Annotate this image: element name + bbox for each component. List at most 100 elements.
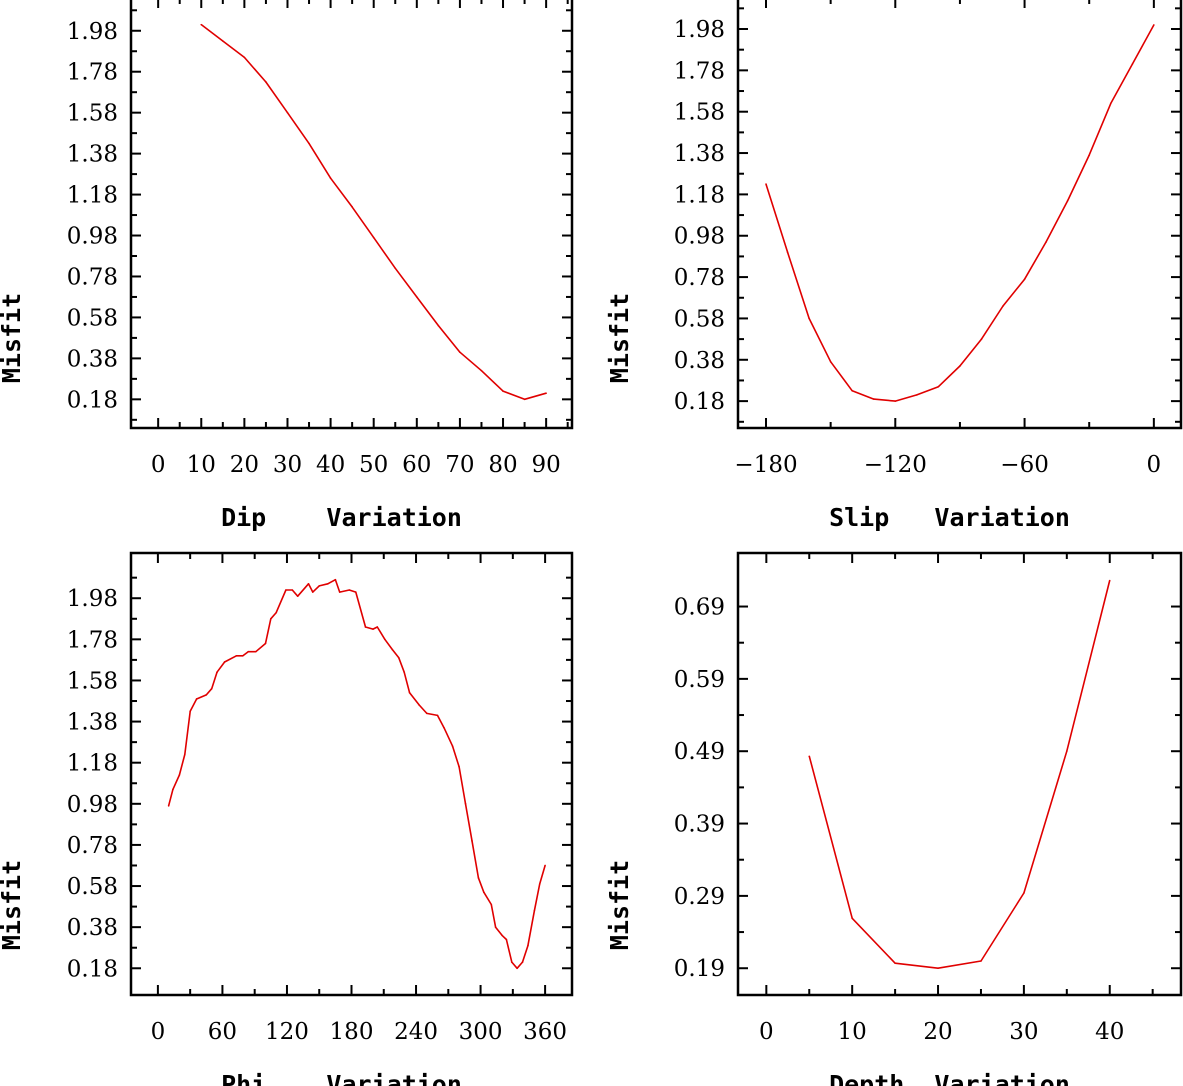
plot-frame — [736, 0, 1183, 430]
y-axis-label: Misfit — [0, 293, 26, 383]
x-tick-label: −120 — [864, 452, 927, 478]
data-point — [894, 962, 896, 964]
misfit-series-line — [167, 578, 546, 970]
y-tick-label: 1.18 — [67, 751, 118, 777]
data-point — [894, 400, 897, 402]
data-point — [318, 585, 321, 587]
data-point — [1131, 63, 1134, 65]
data-point — [364, 626, 367, 628]
data-point — [338, 591, 341, 593]
y-tick-label: 0.78 — [67, 264, 118, 290]
data-point — [247, 650, 250, 653]
x-tick-label: 90 — [531, 452, 560, 478]
misfit-series-line — [200, 23, 547, 401]
data-point — [327, 583, 329, 585]
data-point — [235, 654, 238, 657]
y-tick-label: 0.58 — [67, 305, 118, 331]
data-point — [416, 296, 418, 298]
y-tick-label: 0.38 — [67, 915, 118, 941]
y-tick-label: 1.58 — [67, 668, 118, 694]
data-point — [372, 236, 375, 239]
data-point — [398, 657, 400, 659]
data-point — [275, 611, 278, 614]
misfit-series-line — [808, 580, 1111, 970]
y-tick-label: 1.98 — [67, 586, 118, 612]
x-tick-label: 300 — [459, 1019, 503, 1045]
data-point — [348, 589, 351, 591]
data-point — [376, 626, 379, 628]
data-point — [480, 369, 483, 372]
data-point — [334, 578, 337, 581]
y-tick-label: 0.39 — [674, 812, 725, 838]
x-tick-label: 20 — [923, 1019, 952, 1045]
data-point — [384, 638, 386, 641]
x-tick-label: 0 — [151, 452, 166, 478]
data-point — [210, 687, 213, 690]
y-tick-label: 0.29 — [674, 884, 725, 910]
y-tick-label: 0.69 — [674, 595, 725, 621]
data-point — [808, 755, 811, 758]
y-tick-label: 1.98 — [67, 19, 118, 45]
x-tick-label: 0 — [1147, 452, 1162, 478]
chart-panel-depth: 0 10 20 30 40 0.19 0.29 0.39 0.49 0.59 0.69 Depth V… — [605, 551, 1183, 1086]
y-tick-label: 0.38 — [674, 348, 725, 374]
data-point — [464, 803, 467, 805]
data-point — [183, 753, 186, 756]
misfit-series-line — [765, 24, 1155, 402]
y-tick-label: 0.98 — [67, 224, 118, 250]
x-tick-label: 0 — [151, 1019, 166, 1045]
data-point — [980, 960, 982, 962]
y-axis-label: Misfit — [605, 860, 634, 950]
data-point — [1088, 154, 1091, 156]
data-point — [205, 694, 208, 696]
y-tick-label: 1.18 — [67, 183, 118, 209]
data-point — [471, 840, 473, 842]
data-point — [391, 648, 394, 651]
y-tick-label: 0.38 — [67, 346, 118, 372]
y-axis-label: Misfit — [0, 860, 26, 950]
y-tick-label: 1.78 — [67, 60, 118, 86]
data-point — [538, 883, 541, 885]
data-point — [178, 774, 181, 776]
data-point — [403, 671, 406, 674]
x-axis-label: Phi Variation — [221, 1070, 462, 1086]
x-tick-label: 360 — [523, 1019, 567, 1045]
data-point — [254, 650, 257, 653]
plot-frame — [129, 551, 574, 997]
chart-panel-phi: 0 60 120 180 240 300 360 0.18 0.38 0.58 0.78 0.98 1.… — [0, 551, 574, 1086]
data-point — [959, 365, 961, 367]
data-point — [425, 712, 428, 715]
y-tick-label: 0.58 — [674, 306, 725, 332]
data-point — [1045, 241, 1047, 243]
data-point — [200, 23, 203, 26]
data-point — [307, 583, 310, 585]
data-point — [351, 206, 353, 208]
data-point — [296, 595, 299, 597]
data-point — [502, 390, 504, 392]
y-tick-label: 0.59 — [674, 667, 725, 693]
y-tick-label: 1.38 — [67, 710, 118, 736]
x-tick-label: 10 — [838, 1019, 867, 1045]
data-point — [1066, 750, 1068, 753]
x-tick-label: 240 — [394, 1019, 438, 1045]
data-point — [1109, 102, 1112, 105]
data-point — [459, 351, 461, 354]
data-point — [291, 589, 294, 591]
x-tick-label: 50 — [359, 452, 388, 478]
chart-panel-dip: 0 10 20 30 40 50 60 70 80 90 0.18 0.38 0.58 0.78 0.98 1… — [0, 0, 574, 532]
data-point — [223, 661, 226, 663]
data-point — [851, 389, 853, 392]
data-point — [265, 81, 267, 83]
data-point — [1002, 305, 1004, 307]
y-tick-label: 1.58 — [674, 100, 725, 126]
y-tick-label: 0.78 — [674, 265, 725, 291]
data-point — [458, 766, 460, 768]
data-point — [501, 934, 503, 937]
data-point — [1108, 579, 1111, 582]
y-tick-label: 0.98 — [67, 792, 118, 818]
y-tick-label: 1.98 — [674, 17, 725, 43]
x-tick-label: 180 — [330, 1019, 374, 1045]
data-point — [483, 891, 485, 894]
x-axis-label: Depth Variation — [829, 1070, 1070, 1086]
y-tick-label: 0.98 — [674, 224, 725, 250]
